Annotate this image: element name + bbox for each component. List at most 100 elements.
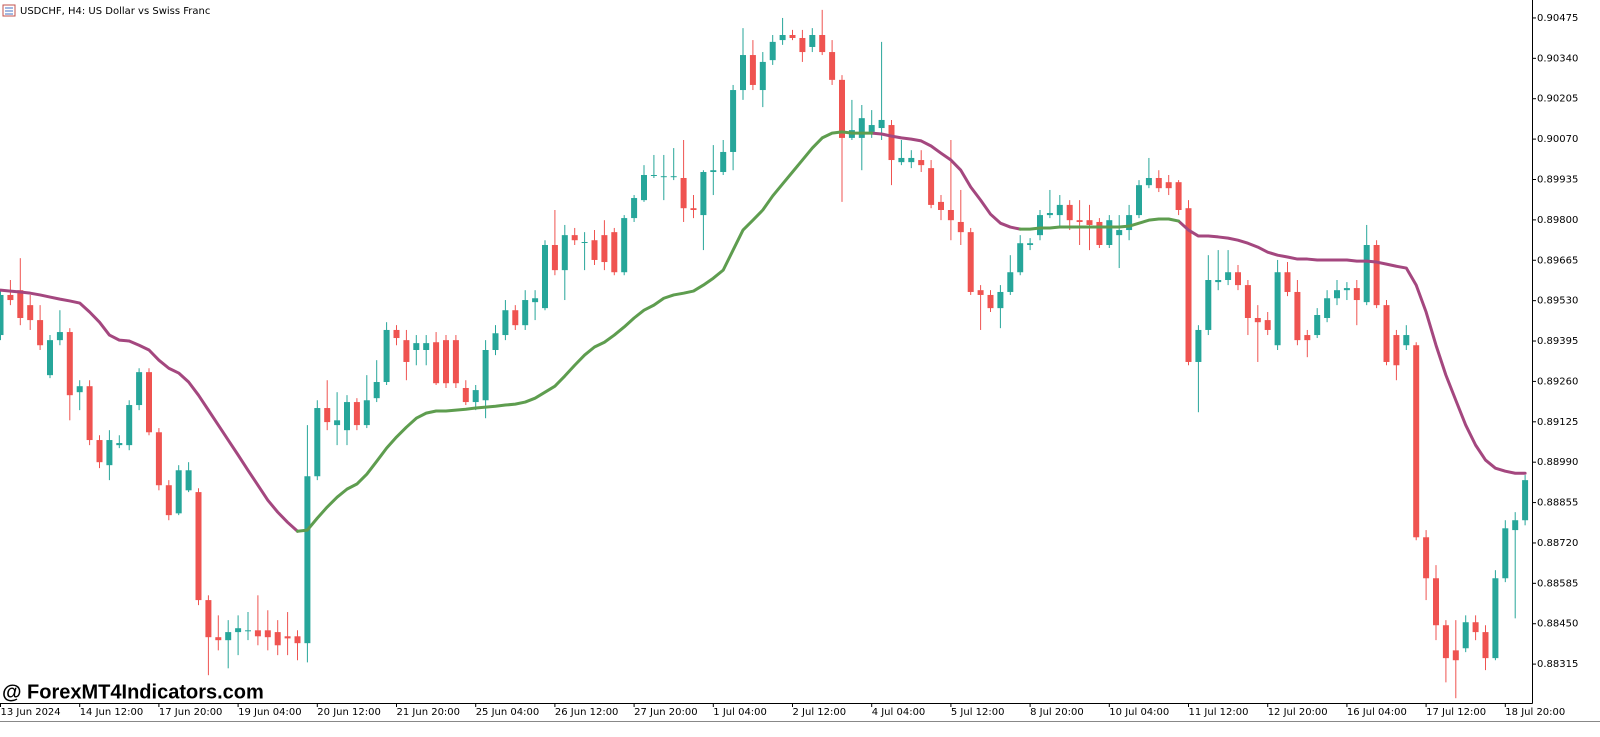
candle-body bbox=[987, 294, 994, 309]
candle-body bbox=[888, 125, 895, 161]
candle-body bbox=[17, 290, 24, 318]
candle-body bbox=[274, 632, 281, 646]
candle-body bbox=[947, 210, 954, 221]
candle-body bbox=[571, 235, 578, 241]
candle-body bbox=[690, 208, 697, 211]
candle-body bbox=[7, 294, 14, 301]
y-tick-label: 0.89800 bbox=[1537, 215, 1578, 226]
candle-body bbox=[225, 632, 232, 641]
candle-body bbox=[710, 170, 717, 173]
candle-body bbox=[1145, 177, 1152, 186]
candle-body bbox=[1452, 650, 1459, 661]
candle-body bbox=[522, 300, 529, 326]
candle-body bbox=[235, 628, 242, 633]
y-tick-label: 0.90475 bbox=[1537, 13, 1578, 24]
candle-body bbox=[413, 343, 420, 351]
candle-body bbox=[740, 55, 746, 91]
y-tick-label: 0.88855 bbox=[1537, 498, 1578, 509]
candle-body bbox=[1136, 185, 1142, 216]
candle-body bbox=[1086, 220, 1093, 225]
candle-body bbox=[155, 432, 162, 486]
candle-body bbox=[680, 177, 687, 209]
candle-body bbox=[1403, 335, 1410, 346]
indicator-line bbox=[0, 288, 299, 533]
y-tick-label: 0.88585 bbox=[1537, 578, 1578, 589]
candle-body bbox=[106, 440, 113, 466]
candle-body bbox=[561, 235, 568, 271]
candle-body bbox=[1334, 290, 1340, 299]
candle-body bbox=[1264, 320, 1271, 330]
candle-body bbox=[1235, 272, 1241, 286]
candle-body bbox=[1314, 315, 1321, 336]
candle-body bbox=[1472, 622, 1479, 633]
candle-body bbox=[700, 172, 707, 216]
candle-body bbox=[66, 332, 73, 396]
candle-body bbox=[1215, 280, 1222, 283]
candle-body bbox=[304, 476, 311, 644]
candle-body bbox=[631, 198, 638, 219]
y-tick-label: 0.89125 bbox=[1537, 417, 1578, 428]
indicator-line bbox=[1018, 217, 1181, 231]
indicator-line bbox=[1177, 219, 1527, 475]
candle-body bbox=[670, 176, 677, 178]
candle-body bbox=[47, 340, 53, 376]
candle-body bbox=[215, 637, 222, 641]
candle-body bbox=[185, 470, 192, 491]
candle-body bbox=[1274, 272, 1281, 346]
candle-body bbox=[245, 630, 251, 632]
candle-body bbox=[423, 343, 430, 351]
candle-body bbox=[1007, 272, 1014, 292]
candle-body bbox=[542, 245, 548, 309]
candle-body bbox=[1195, 329, 1202, 362]
y-tick-label: 0.90070 bbox=[1537, 134, 1578, 145]
x-tick-label: 26 Jun 12:00 bbox=[555, 707, 619, 718]
candle-body bbox=[1442, 625, 1449, 659]
x-tick-label: 18 Jul 20:00 bbox=[1505, 707, 1565, 718]
candle-body bbox=[938, 201, 944, 211]
candle-body bbox=[1512, 520, 1519, 531]
candle-body bbox=[799, 37, 806, 53]
candle-body bbox=[660, 176, 667, 178]
candle-body bbox=[1502, 528, 1509, 579]
candle-body bbox=[324, 408, 331, 423]
candle-body bbox=[928, 168, 935, 205]
watermark: @ ForexMT4Indicators.com bbox=[2, 681, 264, 703]
candle-body bbox=[1433, 578, 1439, 626]
candle-body bbox=[581, 242, 588, 244]
candle-body bbox=[997, 291, 1004, 309]
candle-body bbox=[1066, 204, 1073, 221]
x-tick-label: 10 Jul 04:00 bbox=[1109, 707, 1169, 718]
candle-body bbox=[1363, 245, 1370, 303]
y-tick-label: 0.90205 bbox=[1537, 94, 1578, 105]
candle-body bbox=[720, 151, 727, 173]
candle-body bbox=[1383, 305, 1390, 362]
candle-body bbox=[502, 310, 509, 336]
candle-body bbox=[759, 61, 766, 91]
candle-body bbox=[1175, 182, 1182, 211]
candle-body bbox=[1165, 182, 1172, 189]
candle-body bbox=[284, 636, 291, 639]
candle-body bbox=[126, 405, 133, 446]
candle-body bbox=[334, 420, 341, 426]
candle-body bbox=[1492, 578, 1499, 659]
candle-body bbox=[1027, 243, 1034, 246]
chart-title: USDCHF, H4: US Dollar vs Swiss Franc bbox=[20, 6, 210, 17]
candle-body bbox=[769, 41, 776, 61]
candle-body bbox=[1046, 212, 1053, 216]
y-tick-label: 0.89395 bbox=[1537, 336, 1578, 347]
candle-body bbox=[492, 333, 499, 351]
candle-body bbox=[472, 390, 479, 403]
candle-body bbox=[0, 294, 4, 336]
candle-body bbox=[452, 340, 459, 384]
candle-body bbox=[650, 175, 657, 177]
candle-body bbox=[868, 125, 875, 132]
candle-body bbox=[1393, 335, 1400, 366]
candle-body bbox=[512, 310, 519, 326]
candle-body bbox=[898, 157, 905, 163]
candle-body bbox=[1205, 280, 1212, 330]
y-tick-label: 0.89935 bbox=[1537, 174, 1578, 185]
candle-body bbox=[264, 630, 271, 638]
y-tick-label: 0.90340 bbox=[1537, 53, 1578, 64]
